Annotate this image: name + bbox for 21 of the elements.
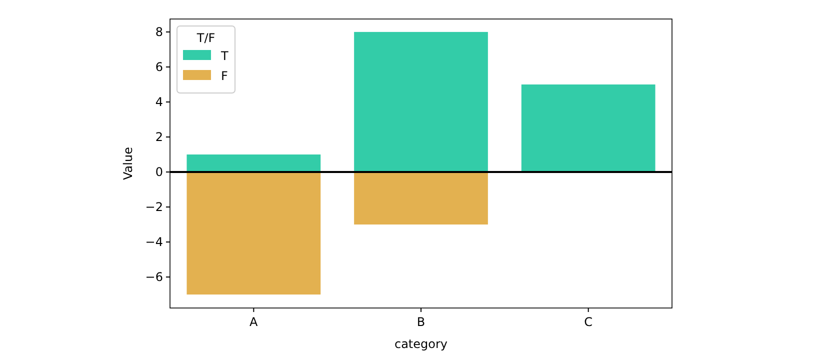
legend-label: F xyxy=(221,69,228,83)
bar xyxy=(354,172,488,225)
y-tick-label: −2 xyxy=(145,200,163,214)
x-axis-title: category xyxy=(394,337,448,351)
y-axis-title: Value xyxy=(121,147,135,180)
x-tick-label: B xyxy=(416,315,426,329)
bar xyxy=(186,154,321,172)
legend-label: T xyxy=(220,49,229,63)
y-tick-label: 8 xyxy=(155,25,163,40)
y-tick-label: 0 xyxy=(155,165,163,180)
legend-title: T/F xyxy=(196,31,216,45)
y-tick-label: 6 xyxy=(155,60,163,74)
bar xyxy=(186,172,321,295)
y-tick-label: 4 xyxy=(155,95,163,110)
bar xyxy=(354,32,488,172)
y-tick-label: −4 xyxy=(145,235,163,250)
x-tick-label: A xyxy=(250,315,259,329)
x-tick-label: C xyxy=(584,315,593,329)
y-tick-label: −6 xyxy=(145,270,163,284)
bar xyxy=(521,84,656,172)
y-tick-label: 2 xyxy=(155,130,163,144)
